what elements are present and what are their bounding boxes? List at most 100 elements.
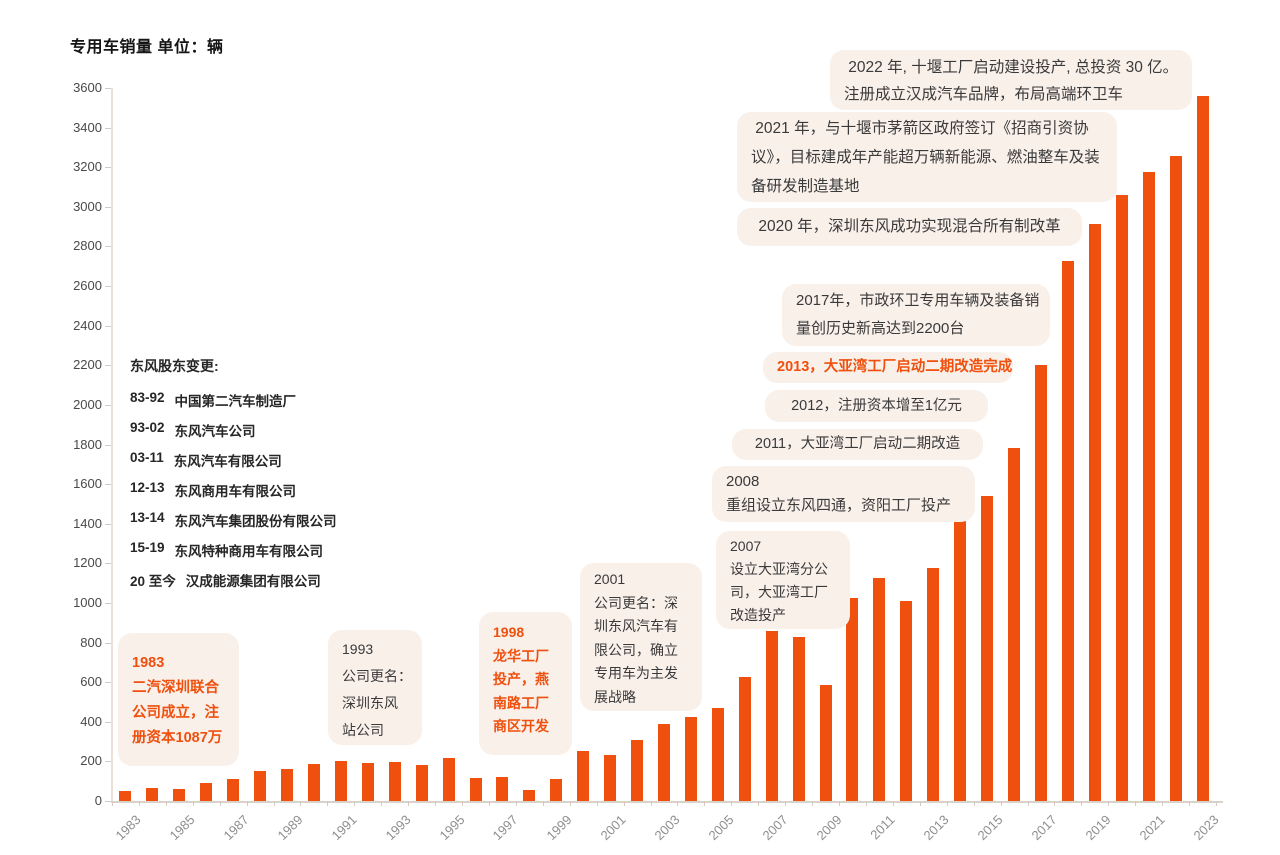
y-axis-label-3200: 3200 xyxy=(73,159,102,175)
bar-1986 xyxy=(200,782,213,801)
y-tick xyxy=(105,325,111,327)
bar-1991 xyxy=(334,761,347,801)
annotation-2017: 2017年，市政环卫专用车辆及装备销 量创历史新高达到2200台 xyxy=(782,284,1050,346)
annotation-line: 1983 xyxy=(132,655,165,671)
shareholder-item-2: 03-11 东风汽车有限公司 xyxy=(130,450,337,480)
y-axis-label-600: 600 xyxy=(80,674,102,690)
annotation-line: 限公司，确立 xyxy=(594,641,678,658)
bar-1994 xyxy=(415,764,428,801)
bar-2019 xyxy=(1088,224,1101,801)
x-tick xyxy=(650,801,652,806)
x-tick xyxy=(435,801,437,806)
annotation-2020: 2020 年，深圳东风成功实现混合所有制改革 xyxy=(737,208,1082,246)
x-axis-label-2009: 2009 xyxy=(813,812,845,844)
annotation-2008: 2008 重组设立东风四通，资阳工厂投产 xyxy=(712,466,975,522)
x-axis-label-1991: 1991 xyxy=(328,812,360,844)
annotation-line: 展战略 xyxy=(594,688,636,705)
annotation-line: 2013，大亚湾工厂启动二期改造完成 xyxy=(777,359,1013,375)
chart-title: 专用车销量 单位：辆 xyxy=(70,39,224,56)
annotation-line: 圳东风汽车有 xyxy=(594,618,678,634)
bar-2016 xyxy=(1008,448,1021,801)
x-tick xyxy=(1189,801,1191,806)
y-tick xyxy=(105,127,111,129)
y-tick xyxy=(105,484,111,486)
annotation-2021: 2021 年，与十堰市茅箭区政府签订《招商引资协 议》，目标建成年产能超万辆新能源… xyxy=(737,112,1117,202)
x-axis-label-2011: 2011 xyxy=(867,812,899,843)
annotation-line: 设立大亚湾分公 xyxy=(730,561,828,577)
shareholder-range: 15-19 xyxy=(130,540,165,555)
shareholder-range: 83-92 xyxy=(130,390,165,405)
x-tick xyxy=(785,801,787,806)
bar-2013 xyxy=(927,567,940,801)
x-tick xyxy=(112,801,113,806)
annotation-line: 1998 xyxy=(493,624,525,640)
bar-1990 xyxy=(307,763,320,801)
x-tick xyxy=(327,801,329,806)
bar-2006 xyxy=(738,676,751,801)
x-axis-label-2015: 2015 xyxy=(974,812,1006,844)
x-tick xyxy=(946,801,948,806)
y-axis-label-2200: 2200 xyxy=(73,357,102,373)
annotation-line: 公司成立，注 xyxy=(132,705,219,721)
shareholder-range: 93-02 xyxy=(130,420,165,435)
y-axis-label-800: 800 xyxy=(80,634,102,650)
x-axis-label-2003: 2003 xyxy=(651,812,683,844)
annotation-line: 议》，目标建成年产能超万辆新能源、燃油整车及装 xyxy=(751,149,1100,166)
x-tick xyxy=(839,801,841,806)
annotation-2001: 2001 公司更名：深 圳东风汽车有 限公司，确立 专用车为主发 展战略 xyxy=(580,563,702,711)
annotation-2013: 2013，大亚湾工厂启动二期改造完成 xyxy=(763,352,1013,383)
x-tick xyxy=(381,801,383,806)
shareholder-name: 汉成能源集团有限公司 xyxy=(185,574,321,589)
shareholder-range: 20 至今 xyxy=(130,574,176,589)
shareholder-range: 13-14 xyxy=(130,510,165,525)
annotation-line: 2007 xyxy=(730,538,762,554)
y-tick xyxy=(105,286,111,288)
bar-2022 xyxy=(1169,155,1182,801)
x-tick xyxy=(596,801,598,806)
annotation-line: 投产，燕 xyxy=(493,671,549,687)
shareholder-item-0: 83-92 中国第二汽车制造厂 xyxy=(130,390,337,420)
shareholder-item-1: 93-02 东风汽车公司 xyxy=(130,420,337,450)
annotation-line: 注册成立汉成汽车品牌，布局高端环卫车 xyxy=(844,86,1124,103)
annotation-1993: 1993 公司更名： 深圳东风 站公司 xyxy=(328,630,422,745)
bar-1984 xyxy=(146,787,159,801)
y-axis-label-400: 400 xyxy=(80,713,102,729)
y-axis-line xyxy=(111,88,113,801)
y-axis-label-2600: 2600 xyxy=(73,278,102,294)
annotation-line: 站公司 xyxy=(342,722,384,738)
shareholder-name: 东风汽车集团股份有限公司 xyxy=(174,514,337,529)
annotation-line: 2001 xyxy=(594,571,626,587)
y-axis-label-1800: 1800 xyxy=(73,436,102,452)
annotation-line: 重组设立东风四通，资阳工厂投产 xyxy=(726,497,952,514)
bar-2020 xyxy=(1115,195,1128,801)
x-tick xyxy=(300,801,302,806)
y-axis-label-1000: 1000 xyxy=(73,594,102,610)
bar-1987 xyxy=(227,779,240,801)
y-axis-label-0: 0 xyxy=(94,793,102,808)
y-axis-label-2000: 2000 xyxy=(73,396,102,412)
x-tick xyxy=(1135,801,1137,806)
y-tick xyxy=(105,642,111,644)
y-axis-label-200: 200 xyxy=(80,753,102,769)
x-tick xyxy=(246,801,248,806)
x-axis-label-1989: 1989 xyxy=(274,812,306,844)
bar-2009 xyxy=(819,684,832,801)
x-tick xyxy=(1216,801,1217,806)
shareholder-name: 东风汽车公司 xyxy=(174,424,256,439)
x-tick xyxy=(354,801,356,806)
bar-2002 xyxy=(631,740,644,801)
x-tick xyxy=(192,801,194,806)
shareholder-name: 东风特种商用车有限公司 xyxy=(174,544,324,559)
x-tick xyxy=(677,801,679,806)
x-axis-label-2013: 2013 xyxy=(920,812,952,844)
annotation-line: 2020 年，深圳东风成功实现混合所有制改革 xyxy=(758,218,1061,235)
bar-2011 xyxy=(873,577,886,801)
y-tick xyxy=(105,246,111,248)
annotation-line: 南路工厂 xyxy=(493,694,549,711)
annotation-line: 1993 xyxy=(342,641,374,657)
annotation-line: 龙华工厂 xyxy=(493,647,549,664)
x-axis-label-1993: 1993 xyxy=(382,812,414,844)
annotation-2022: 2022 年, 十堰工厂启动建设投产, 总投资 30 亿。 注册成立汉成汽车品牌，… xyxy=(830,50,1192,110)
annotation-2012: 2012，注册资本增至1亿元 xyxy=(765,390,988,422)
bar-2000 xyxy=(577,750,590,801)
